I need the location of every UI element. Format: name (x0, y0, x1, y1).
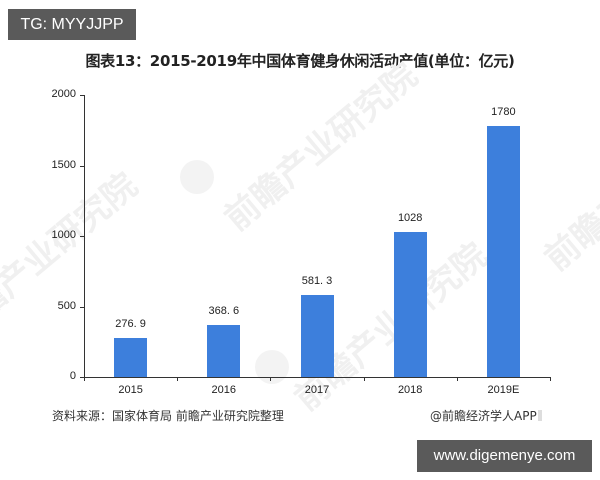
x-tick-label: 2015 (118, 384, 143, 396)
y-tick (80, 306, 84, 308)
x-tick (456, 377, 458, 381)
y-tick (80, 236, 84, 237)
bar-value-label: 368. 6 (208, 305, 240, 318)
top-watermark-tag: TG: MYYJJPP (8, 9, 136, 40)
y-tick (80, 377, 84, 378)
bar-value-label: 1028 (397, 212, 423, 225)
credit-marker (537, 410, 542, 421)
bar (114, 337, 148, 377)
x-tick-label: 2018 (397, 384, 423, 396)
x-tick (177, 377, 179, 381)
y-tick-label: 1500 (51, 158, 76, 171)
watermark-logo-icon (180, 160, 214, 194)
y-axis (84, 95, 85, 378)
x-tick-label: 2019E (487, 384, 520, 396)
y-tick-label: 0 (69, 370, 76, 382)
x-axis (84, 377, 550, 378)
bar-value-label: 1780 (491, 106, 516, 119)
y-tick-label: 1000 (51, 229, 76, 241)
x-tick (550, 377, 551, 381)
bar (486, 126, 520, 377)
bar-value-label: 581. 3 (301, 275, 333, 288)
y-tick (80, 95, 84, 96)
bar (393, 232, 427, 377)
y-tick-label: 500 (57, 299, 76, 312)
bar (300, 295, 334, 377)
bottom-watermark-tag: www.digemenye.com (417, 440, 592, 472)
y-tick (80, 165, 84, 167)
bar-value-label: 276. 9 (115, 317, 146, 330)
credit-text: @前瞻经济学人APP (430, 409, 537, 423)
y-tick-label: 2000 (51, 88, 76, 100)
bar (207, 325, 241, 377)
x-tick (270, 377, 272, 381)
credit-note: @前瞻经济学人APP (430, 407, 542, 424)
x-tick-label: 2017 (304, 384, 330, 396)
chart-title: 图表13：2015-2019年中国体育健身休闲活动产值(单位：亿元) (85, 52, 515, 70)
x-tick-label: 2016 (211, 384, 237, 396)
x-tick (84, 377, 85, 381)
source-note: 资料来源：国家体育局 前瞻产业研究院整理 (52, 409, 284, 423)
watermark-logo-icon (255, 350, 289, 384)
x-tick (363, 377, 365, 381)
